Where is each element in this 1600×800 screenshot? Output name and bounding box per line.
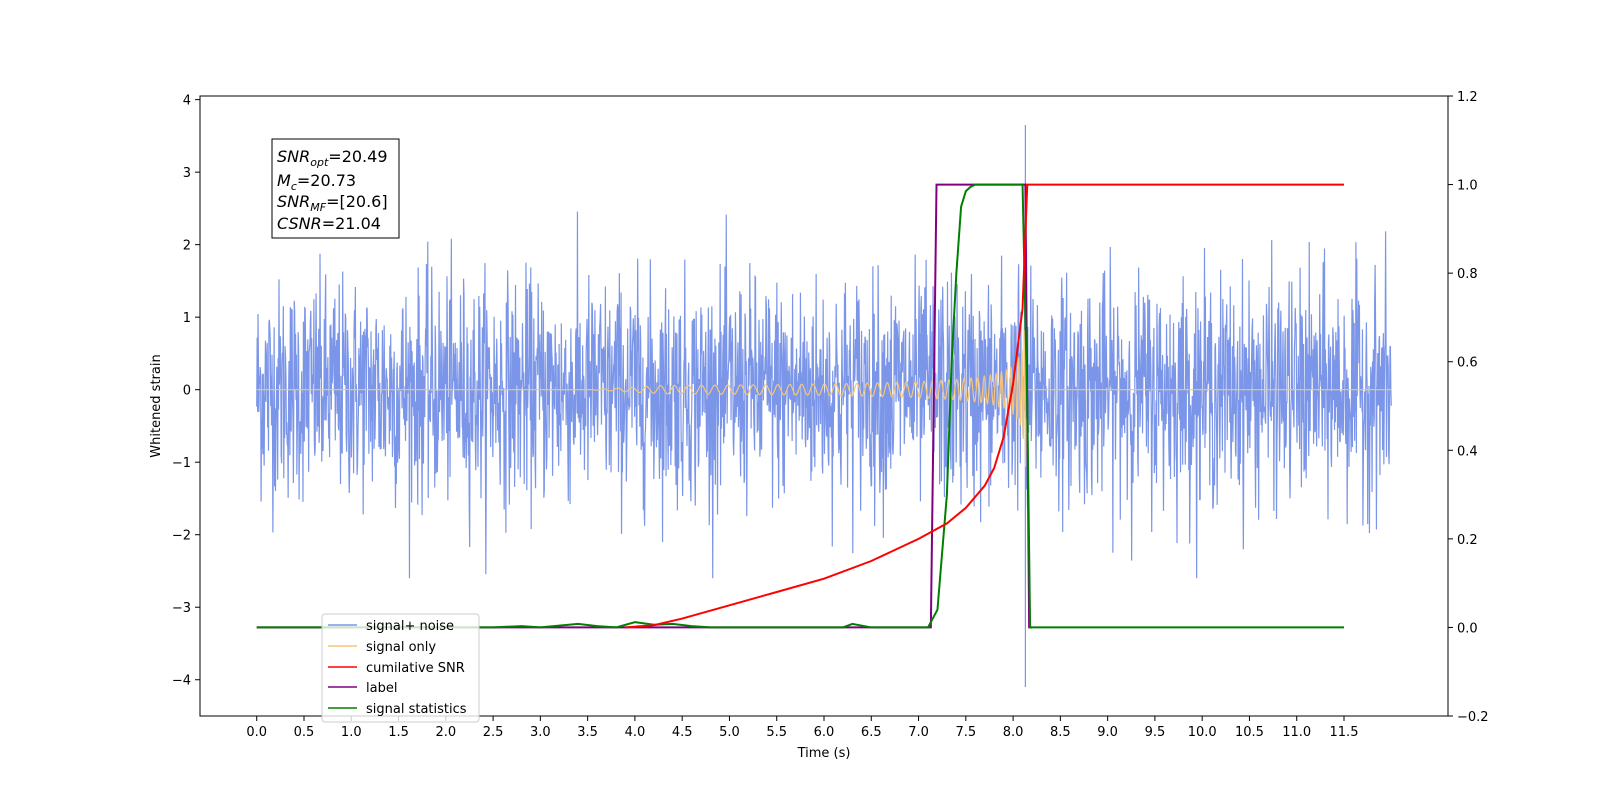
x-tick-label: 9.0 xyxy=(1097,725,1118,740)
x-tick-label: 7.5 xyxy=(955,725,976,740)
y-left-tick-label: 0 xyxy=(183,384,191,399)
annotation-snr-mf: SNRMF=[20.6] xyxy=(277,192,388,214)
x-tick-label: 3.5 xyxy=(577,725,598,740)
y-right-tick-label: 1.2 xyxy=(1457,90,1478,105)
y-left-tick-label: 1 xyxy=(183,311,191,326)
x-tick-label: 11.0 xyxy=(1282,725,1311,740)
y-right-tick-label: 0.0 xyxy=(1457,621,1478,636)
x-tick-label: 6.5 xyxy=(861,725,882,740)
annotation-csnr: CSNR=21.04 xyxy=(277,214,381,233)
x-tick-label: 1.5 xyxy=(388,725,409,740)
x-tick-label: 11.5 xyxy=(1330,725,1359,740)
x-tick-label: 5.0 xyxy=(719,725,740,740)
y-left-tick-label: −1 xyxy=(172,456,191,471)
y-right-tick-label: 1.0 xyxy=(1457,179,1478,194)
signal-statistics-line xyxy=(256,183,1344,629)
x-tick-label: 10.5 xyxy=(1235,725,1264,740)
cumulative-snr-line xyxy=(625,183,1344,629)
x-tick-label: 0.5 xyxy=(294,725,315,740)
x-tick-label: 10.0 xyxy=(1188,725,1217,740)
x-tick-label: 4.0 xyxy=(625,725,646,740)
x-tick-label: 3.0 xyxy=(530,725,551,740)
y-left-tick-label: 4 xyxy=(183,94,191,109)
x-tick-label: 2.5 xyxy=(483,725,504,740)
y-right-tick-label: 0.6 xyxy=(1457,356,1478,371)
right-axis-series xyxy=(256,183,1344,629)
y-right-tick-label: −0.2 xyxy=(1457,710,1489,725)
y-left-tick-label: 3 xyxy=(183,166,191,181)
x-tick-label: 4.5 xyxy=(672,725,693,740)
x-tick-label: 9.5 xyxy=(1145,725,1166,740)
x-axis-label: Time (s) xyxy=(797,746,851,761)
y-right-tick-label: 0.2 xyxy=(1457,533,1478,548)
y-axis-left: 4 3 2 1 0 −1 −2 −3 −4 xyxy=(172,94,200,689)
legend: signal+ noise signal only cumilative SNR… xyxy=(321,613,480,723)
x-tick-label: 8.0 xyxy=(1003,725,1024,740)
legend-label-signal-statistics: signal statistics xyxy=(366,702,467,717)
annotation-snr-opt: SNRopt=20.49 xyxy=(277,147,388,169)
x-axis: 0.0 0.5 1.0 1.5 2.0 2.5 3.0 3.5 4.0 4.5 5.0 5.5 6.0 6… xyxy=(246,716,1358,740)
x-tick-label: 0.0 xyxy=(246,725,267,740)
x-tick-label: 5.5 xyxy=(766,725,787,740)
y-axis-right: 1.2 1.0 0.8 0.6 0.4 0.2 0.0 −0.2 xyxy=(1448,90,1489,725)
y-right-tick-label: 0.8 xyxy=(1457,267,1478,282)
x-tick-label: 7.0 xyxy=(908,725,929,740)
signal-only-line xyxy=(256,329,1392,467)
y-left-tick-label: 2 xyxy=(183,239,191,254)
series-signal-only xyxy=(256,329,1392,467)
legend-label-cumulative-snr: cumilative SNR xyxy=(366,661,465,676)
y-left-tick-label: −4 xyxy=(172,674,191,689)
legend-label-label: label xyxy=(366,681,397,696)
annotation-mc: Mc=20.73 xyxy=(277,171,356,193)
annotation-box: SNRopt=20.49 Mc=20.73 SNRMF=[20.6] CSNR=… xyxy=(271,138,400,239)
y-right-tick-label: 0.4 xyxy=(1457,444,1478,459)
legend-label-signal-noise: signal+ noise xyxy=(366,619,454,634)
x-tick-label: 2.0 xyxy=(435,725,456,740)
y-left-tick-label: −2 xyxy=(172,529,191,544)
x-tick-label: 6.0 xyxy=(814,725,835,740)
y-axis-label: Whitened strain xyxy=(149,354,164,457)
x-tick-label: 8.5 xyxy=(1050,725,1071,740)
y-left-tick-label: −3 xyxy=(172,601,191,616)
legend-label-signal-only: signal only xyxy=(366,640,436,655)
x-tick-label: 1.0 xyxy=(341,725,362,740)
